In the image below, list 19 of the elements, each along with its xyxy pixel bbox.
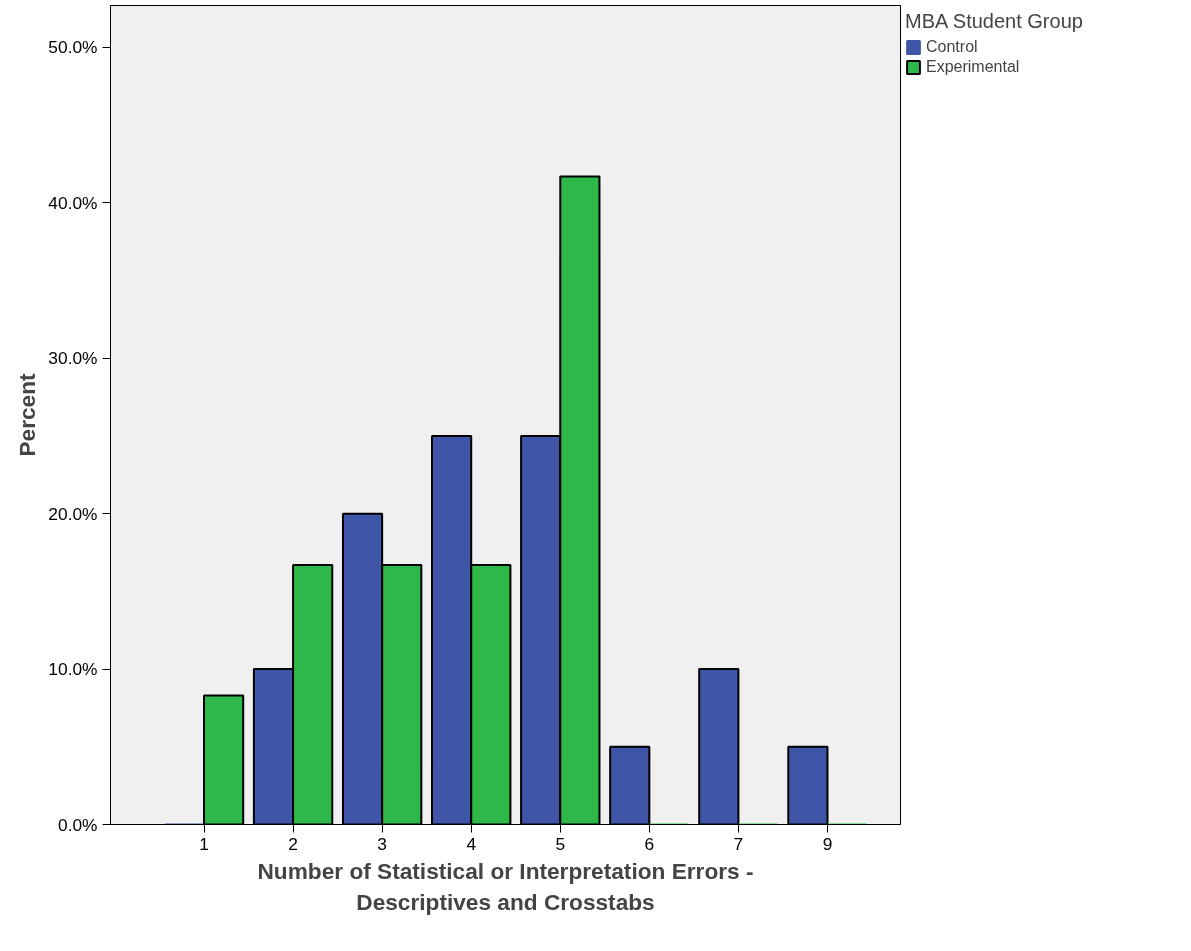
x-tick-label: 3 [377, 833, 387, 854]
y-tick-label: 10.0% [48, 659, 98, 680]
y-axis-title: Percent [14, 372, 41, 457]
x-axis-title: Number of Statistical or Interpretation Errors - Descriptives and Crosstabs [257, 857, 754, 915]
y-tick-label: 40.0% [48, 192, 98, 213]
legend-label: Control [926, 38, 978, 56]
y-tick-label: 50.0% [48, 37, 98, 58]
x-tick-label: 4 [466, 833, 477, 854]
x-tick-label: 9 [822, 833, 833, 854]
y-tick-label: 30.0% [48, 348, 98, 369]
legend-title: MBA Student Group [905, 10, 1083, 33]
x-tick-label: 7 [733, 833, 744, 854]
legend-label: Experimental [926, 58, 1020, 76]
x-tick-label: 5 [555, 833, 566, 854]
y-tick-label: 0.0% [58, 814, 98, 835]
x-tick-label: 6 [644, 833, 655, 854]
x-tick-label: 1 [199, 833, 209, 854]
y-tick-label: 20.0% [48, 503, 98, 524]
x-tick-label: 2 [288, 833, 298, 854]
